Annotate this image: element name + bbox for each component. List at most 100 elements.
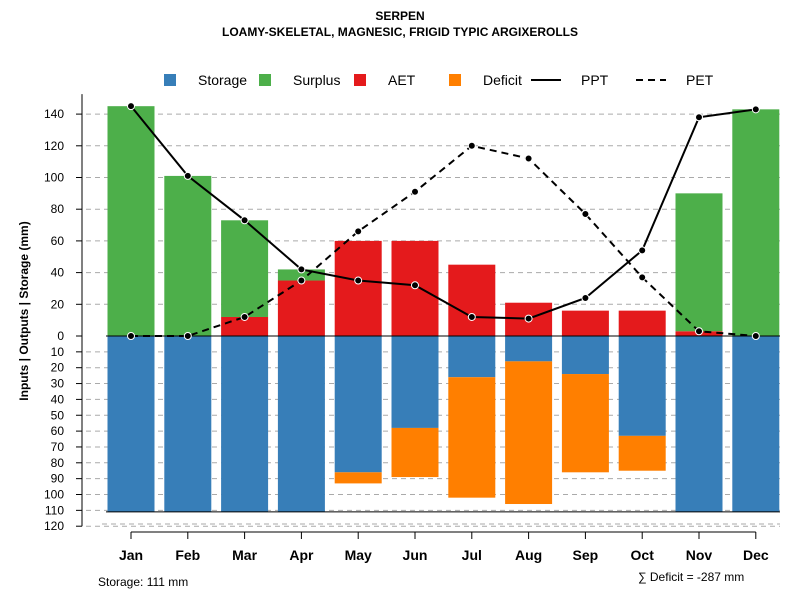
y-tick-label: 80 — [51, 456, 65, 470]
y-tick-label: 70 — [51, 440, 65, 454]
x-tick-label: Oct — [631, 547, 655, 563]
y-tick-label: 110 — [45, 503, 64, 517]
y-tick-label: 40 — [51, 392, 65, 406]
series-line-pet — [131, 144, 756, 337]
point-pet — [638, 273, 647, 282]
bar-storage — [561, 336, 609, 375]
legend-label: PET — [686, 72, 714, 88]
point-ppt — [240, 216, 249, 225]
y-tick-label: 80 — [51, 202, 65, 216]
bar-storage — [334, 336, 382, 473]
x-tick-label: May — [345, 547, 372, 563]
x-tick-label: Apr — [289, 547, 314, 563]
legend-label: PPT — [581, 72, 609, 88]
series-line-ppt — [130, 105, 756, 320]
bar-deficit — [618, 435, 666, 471]
bar-surplus — [221, 220, 269, 317]
y-tick-label: 120 — [44, 139, 64, 153]
point-ppt — [183, 171, 192, 180]
bar-surplus — [277, 269, 325, 281]
y-tick-label: 60 — [51, 424, 65, 438]
point-ppt — [354, 276, 363, 285]
legend-swatch — [354, 74, 366, 86]
bar-storage — [107, 336, 155, 512]
y-axis-label: Inputs | Outputs | Storage (mm) — [17, 221, 31, 400]
point-pet — [695, 327, 703, 336]
bar-storage — [618, 336, 666, 436]
point-pet — [183, 332, 192, 340]
y-tick-label: 100 — [44, 488, 64, 502]
x-tick-label: Nov — [686, 547, 713, 563]
point-pet — [467, 141, 476, 150]
bar-aet — [334, 240, 382, 336]
y-tick-label: 120 — [44, 519, 64, 533]
bar-surplus — [164, 175, 212, 336]
legend-item-storage: Storage — [164, 72, 247, 88]
point-ppt — [127, 102, 135, 111]
x-tick-label: Jul — [462, 547, 482, 563]
point-pet — [354, 227, 363, 236]
y-tick-label: 90 — [51, 472, 65, 486]
y-tick-label: 40 — [51, 266, 65, 280]
point-ppt — [297, 265, 306, 274]
legend-swatch — [164, 74, 176, 86]
point-ppt — [467, 312, 476, 321]
x-tick-label: Sep — [573, 547, 599, 563]
bar-storage — [277, 336, 325, 512]
bar-deficit — [561, 374, 609, 473]
bar-storage — [391, 336, 439, 428]
point-pet — [581, 209, 590, 218]
chart-title: SERPEN — [375, 9, 425, 23]
legend-item-surplus: Surplus — [259, 72, 340, 88]
bar-surplus — [732, 109, 780, 336]
legend-swatch — [449, 74, 461, 86]
point-pet — [751, 332, 760, 340]
storage-note: Storage: 111 mm — [98, 575, 189, 589]
bar-deficit — [448, 377, 496, 498]
legend-item-deficit: Deficit — [449, 72, 522, 88]
bar-deficit — [391, 427, 439, 478]
x-tick-label: Aug — [515, 547, 542, 563]
point-pet — [127, 332, 135, 340]
bar-storage — [675, 336, 723, 512]
x-tick-label: Dec — [743, 547, 769, 563]
bar-aet — [448, 264, 496, 336]
bar-storage — [221, 336, 269, 512]
point-ppt — [581, 293, 590, 302]
bar-storage — [448, 336, 496, 378]
bar-deficit — [505, 361, 553, 505]
x-tick-label: Jan — [119, 547, 143, 563]
bar-storage — [164, 336, 212, 512]
bar-aet — [618, 310, 666, 336]
legend-label: Storage — [198, 72, 247, 88]
point-pet — [240, 312, 249, 321]
point-ppt — [695, 113, 703, 122]
bar-aet — [561, 310, 609, 336]
legend-item-pet: PET — [636, 72, 714, 88]
point-pet — [411, 187, 419, 196]
bar-deficit — [334, 472, 382, 484]
bar-storage — [505, 336, 553, 362]
deficit-note: ∑ Deficit = -287 mm — [638, 570, 745, 584]
point-ppt — [751, 105, 760, 114]
y-tick-label: 0 — [57, 329, 64, 343]
point-ppt — [638, 246, 647, 255]
y-tick-label: 100 — [44, 171, 64, 185]
x-tick-label: Mar — [232, 547, 257, 563]
legend-label: Surplus — [293, 72, 340, 88]
bar-surplus — [675, 193, 723, 332]
bar-storage — [732, 336, 780, 512]
legend-label: Deficit — [483, 72, 522, 88]
point-pet — [297, 276, 306, 285]
y-tick-label: 30 — [51, 377, 65, 391]
y-tick-label: 140 — [44, 107, 64, 121]
bar-aet — [221, 316, 269, 336]
y-tick-label: 60 — [51, 234, 65, 248]
y-tick-label: 20 — [51, 297, 65, 311]
legend-item-aet: AET — [354, 72, 416, 88]
legend-item-ppt: PPT — [531, 72, 609, 88]
x-tick-label: Jun — [403, 547, 428, 563]
legend-swatch — [259, 74, 271, 86]
y-tick-label: 50 — [51, 408, 65, 422]
